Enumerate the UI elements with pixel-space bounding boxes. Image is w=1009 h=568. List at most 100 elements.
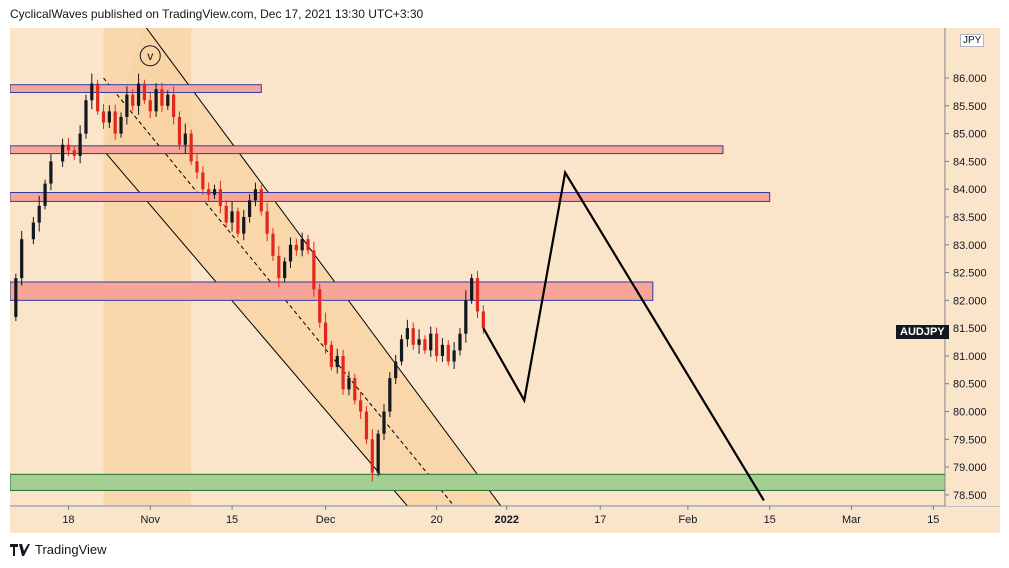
price-tick-label: 81.500 bbox=[953, 323, 987, 335]
price-tick-label: 80.500 bbox=[953, 379, 987, 391]
projection-layer bbox=[482, 169, 765, 502]
candle-body bbox=[341, 355, 345, 390]
price-tick-label: 82.500 bbox=[953, 268, 987, 280]
candle-body bbox=[201, 172, 205, 190]
candle-body bbox=[166, 94, 170, 106]
candle-body bbox=[84, 100, 88, 134]
price-tick-label: 82.000 bbox=[953, 295, 987, 307]
candle-body bbox=[306, 239, 310, 251]
candle-body bbox=[43, 183, 47, 206]
price-tick-label: 83.000 bbox=[953, 240, 987, 252]
candle-body bbox=[335, 355, 339, 368]
candle-body bbox=[253, 189, 258, 201]
candle-body bbox=[300, 239, 304, 251]
candle-body bbox=[113, 111, 117, 134]
candle-body bbox=[464, 300, 468, 334]
candle-body bbox=[101, 111, 106, 123]
candle-body bbox=[271, 233, 275, 256]
candle-body bbox=[353, 378, 357, 401]
candle-body bbox=[212, 189, 217, 195]
wave-label-layer: v bbox=[139, 45, 161, 67]
candle-body bbox=[458, 333, 462, 351]
candle-body bbox=[429, 333, 433, 351]
candle-body bbox=[364, 411, 369, 440]
candle-body bbox=[318, 289, 322, 323]
candle-body bbox=[218, 189, 222, 206]
tradingview-logo-icon bbox=[10, 543, 30, 556]
candle-body bbox=[136, 83, 141, 106]
candle-body bbox=[60, 144, 65, 162]
candle-body bbox=[224, 205, 228, 223]
price-tick-label: 81.000 bbox=[953, 351, 987, 363]
time-tick-label: 2022 bbox=[494, 514, 518, 526]
axis-panel bbox=[946, 28, 1000, 506]
time-tick-label: 20 bbox=[430, 514, 442, 526]
candle-body bbox=[172, 94, 176, 117]
price-tick-label: 83.500 bbox=[953, 212, 987, 224]
price-tick-label: 85.500 bbox=[953, 101, 987, 113]
candle-body bbox=[434, 333, 439, 356]
candle-body bbox=[288, 244, 293, 262]
candle-body bbox=[230, 211, 234, 223]
candle-body bbox=[78, 133, 82, 156]
projection-path[interactable] bbox=[482, 169, 765, 502]
price-tick-label: 84.500 bbox=[953, 156, 987, 168]
time-axis: 18 Nov 15 Dec 20 2022 17 Feb 15 Mar 15 bbox=[62, 506, 939, 526]
resistance-zone[interactable] bbox=[10, 84, 262, 93]
candle-body bbox=[294, 244, 298, 251]
candle-body bbox=[125, 94, 129, 117]
candle-body bbox=[283, 261, 287, 279]
candle-body bbox=[14, 278, 18, 318]
candle-body bbox=[31, 222, 35, 240]
price-tick-label: 80.000 bbox=[953, 407, 987, 419]
candle-body bbox=[376, 433, 380, 473]
candle-body bbox=[405, 328, 409, 340]
candle-body bbox=[323, 322, 328, 345]
candle-body bbox=[148, 100, 152, 112]
candle-body bbox=[242, 216, 246, 234]
price-tick-label: 86.000 bbox=[953, 73, 987, 85]
candle-body bbox=[265, 211, 269, 234]
candle-body bbox=[475, 278, 480, 312]
candle-body bbox=[37, 205, 41, 223]
candle-body bbox=[452, 350, 456, 362]
candle-body bbox=[119, 116, 123, 134]
candle-body bbox=[399, 339, 404, 362]
candle-body bbox=[20, 239, 24, 279]
candle-body bbox=[277, 255, 281, 279]
time-tick-label: Mar bbox=[842, 514, 861, 526]
candle-body bbox=[411, 328, 415, 345]
candles-layer bbox=[14, 73, 485, 482]
publish-header: CyclicalWaves published on TradingView.c… bbox=[10, 7, 424, 21]
support-zone[interactable] bbox=[10, 281, 654, 301]
candle-body bbox=[259, 189, 263, 212]
candle-body bbox=[96, 83, 100, 112]
footer-brand: TradingView bbox=[35, 542, 107, 557]
price-tick-label: 85.000 bbox=[953, 129, 987, 141]
support-zone[interactable] bbox=[10, 473, 945, 491]
time-tick-label: Dec bbox=[316, 514, 336, 526]
channel-lower-line[interactable] bbox=[103, 149, 408, 506]
wave-label-text: v bbox=[147, 49, 153, 63]
channel-upper-line[interactable] bbox=[144, 25, 502, 506]
footer: TradingView bbox=[10, 542, 107, 557]
candle-body bbox=[131, 94, 135, 106]
candle-body bbox=[207, 189, 211, 195]
candle-body bbox=[312, 250, 316, 290]
time-tick-label: 17 bbox=[594, 514, 606, 526]
resistance-zone[interactable] bbox=[10, 192, 771, 202]
candle-body bbox=[423, 339, 427, 351]
time-tick-label: 15 bbox=[927, 514, 939, 526]
candle-body bbox=[66, 144, 71, 151]
candle-body bbox=[142, 83, 147, 101]
resistance-zone[interactable] bbox=[10, 145, 724, 155]
candle-body bbox=[160, 89, 164, 106]
price-tick-label: 78.500 bbox=[953, 490, 987, 502]
candle-body bbox=[446, 344, 450, 362]
candle-body bbox=[359, 400, 363, 412]
candle-body bbox=[329, 344, 334, 368]
price-tick-label: 84.000 bbox=[953, 184, 987, 196]
price-tick-label: 79.000 bbox=[953, 462, 987, 474]
candle-body bbox=[107, 111, 111, 123]
